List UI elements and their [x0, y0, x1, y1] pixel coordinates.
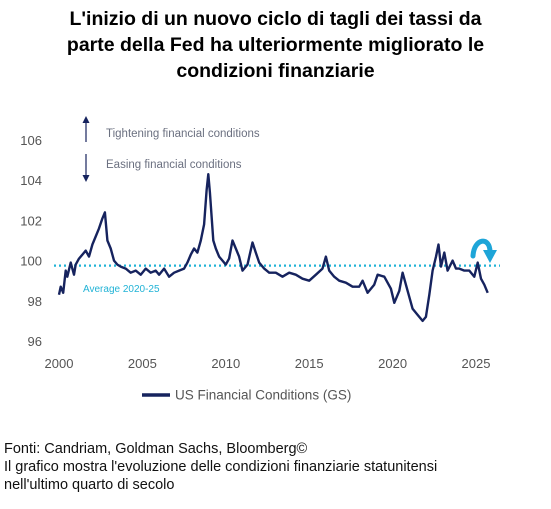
source-line: Fonti: Candriam, Goldman Sachs, Bloomber… — [4, 441, 308, 457]
x-tick-label: 2010 — [211, 356, 240, 371]
caption-line-1: Il grafico mostra l'evoluzione delle con… — [4, 459, 438, 475]
source-notes: Fonti: Candriam, Goldman Sachs, Bloomber… — [4, 440, 544, 494]
x-tick-label: 2000 — [45, 356, 74, 371]
easing-arrow-icon — [82, 154, 90, 182]
tightening-arrow-icon — [82, 116, 90, 142]
y-tick-label: 106 — [20, 133, 42, 148]
tightening-label: Tightening financial conditions — [106, 128, 260, 140]
title-line-3: condizioni finanziarie — [176, 60, 375, 82]
x-tick-label: 2025 — [462, 356, 491, 371]
title-line-1: L'inizio di un nuovo ciclo di tagli dei … — [69, 8, 482, 30]
series-line-us-financial-conditions — [57, 173, 489, 323]
easing-label: Easing financial conditions — [106, 159, 242, 171]
x-tick-label: 2015 — [295, 356, 324, 371]
y-tick-label: 102 — [20, 213, 42, 228]
caption-line-2: nell'ultimo quarto di secolo — [4, 477, 175, 493]
x-axis-ticks: 2000 2005 2010 2015 2020 2025 — [45, 356, 491, 371]
y-tick-label: 100 — [20, 254, 42, 269]
title-line-2: parte della Fed ha ulteriormente miglior… — [66, 34, 485, 56]
legend: US Financial Conditions (GS) — [142, 388, 351, 403]
average-label: Average 2020-25 — [83, 284, 160, 295]
y-axis-ticks: 96 98 100 102 104 106 — [20, 133, 42, 349]
x-tick-label: 2020 — [378, 356, 407, 371]
y-tick-label: 96 — [28, 334, 42, 349]
y-tick-label: 98 — [28, 294, 42, 309]
chart-title: L'inizio di un nuovo ciclo di tagli dei … — [0, 6, 551, 84]
chart-area: 96 98 100 102 104 106 2000 2005 2010 2015 2020 202… — [20, 116, 500, 403]
curved-down-arrow-icon — [470, 238, 497, 263]
y-tick-label: 104 — [20, 173, 42, 188]
legend-label: US Financial Conditions (GS) — [175, 388, 351, 403]
x-tick-label: 2005 — [128, 356, 157, 371]
